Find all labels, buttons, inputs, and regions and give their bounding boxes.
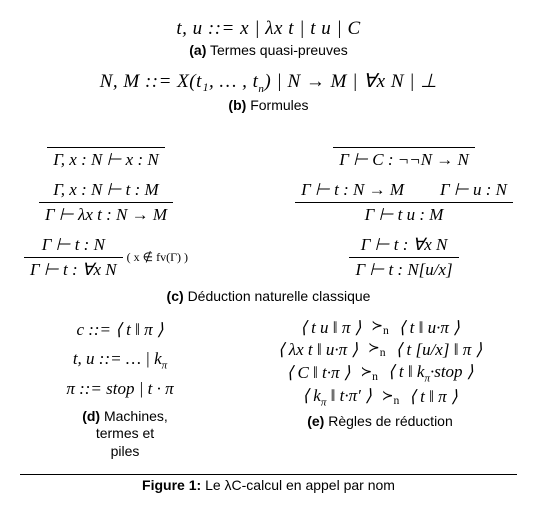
reduction-rhs: ⟨ t [u/x] ‖ π ⟩ [396, 340, 483, 360]
figure-rule-line [20, 474, 517, 475]
caption-a-text: Termes quasi-preuves [210, 42, 348, 58]
reduction-op: ≻n [358, 364, 380, 383]
machine-line-1: c ::= ⟨ t ‖ π ⟩ [20, 316, 220, 345]
caption-b: (b) Formules [20, 97, 517, 113]
reduction-op: ≻n [369, 318, 391, 337]
rules-left-col: Γ, x : N ⊢ x : N Γ, x : N ⊢ t : M Γ ⊢ λx… [24, 125, 188, 280]
reduction-lhs: ⟨ t u ‖ π ⟩ [300, 318, 361, 338]
rule-lambda: Γ, x : N ⊢ t : M Γ ⊢ λx t : N → M [39, 180, 173, 225]
side-cond: ( x ∉ fv(Γ) ) [127, 250, 188, 265]
figure-caption: Figure 1: Le λC-calcul en appel par nom [20, 477, 517, 497]
caption-e: (e) Règles de réduction [240, 413, 520, 431]
label-a: (a) [189, 42, 206, 58]
reductions-col: ⟨ t u ‖ π ⟩≻n⟨ t ‖ u·π ⟩⟨ λx t ‖ u·π ⟩≻n… [240, 316, 520, 430]
caption-d: (d) Machines,termes etpiles [20, 408, 230, 461]
caption-d-text: Machines,termes etpiles [96, 408, 168, 459]
reduction-op: ≻n [380, 388, 402, 407]
caption-c: (c) Déduction naturelle classique [20, 288, 517, 304]
rule-forall-intro: Γ ⊢ t : N Γ ⊢ t : ∀x N ( x ∉ fv(Γ) ) [24, 235, 188, 280]
machine-line-2: t, u ::= … | kπ [20, 345, 220, 375]
reduction-row: ⟨ C ‖ t·π ⟩ ≻n ⟨ t ‖ kπ·stop ⟩ [240, 362, 520, 384]
reduction-rhs: ⟨ t ‖ u·π ⟩ [399, 318, 460, 338]
label-e: (e) [307, 413, 324, 429]
reduction-lhs: ⟨ kπ ‖ t·π′ ⟩ [302, 386, 371, 408]
figure-panel: t, u ::= x | λx t | t u | C (a) Termes q… [0, 0, 537, 497]
reductions-block: ⟨ t u ‖ π ⟩≻n⟨ t ‖ u·π ⟩⟨ λx t ‖ u·π ⟩≻n… [240, 318, 520, 409]
machines-block: c ::= ⟨ t ‖ π ⟩ t, u ::= … | kπ π ::= st… [20, 316, 220, 404]
caption-c-text: Déduction naturelle classique [188, 288, 371, 304]
label-c: (c) [167, 288, 184, 304]
reduction-rhs: ⟨ t ‖ kπ·stop ⟩ [388, 362, 473, 384]
grammar-a: t, u ::= x | λx t | t u | C [20, 18, 517, 40]
rule-ax-var: Γ, x : N ⊢ x : N [47, 125, 164, 170]
caption-b-text: Formules [250, 97, 308, 113]
reduction-row: ⟨ λx t ‖ u·π ⟩ ≻n ⟨ t [u/x] ‖ π ⟩ [240, 340, 520, 360]
rules-block: Γ, x : N ⊢ x : N Γ, x : N ⊢ t : M Γ ⊢ λx… [24, 125, 513, 280]
bottom-row: c ::= ⟨ t ‖ π ⟩ t, u ::= … | kπ π ::= st… [20, 316, 517, 460]
rule-app: Γ ⊢ t : N → M Γ ⊢ u : N Γ ⊢ t u : M [295, 180, 513, 225]
reduction-lhs: ⟨ C ‖ t·π ⟩ [287, 363, 351, 383]
rule-forall-elim: Γ ⊢ t : ∀x N Γ ⊢ t : N[u/x] [349, 235, 458, 280]
caption-a: (a) Termes quasi-preuves [20, 42, 517, 58]
reduction-row: ⟨ kπ ‖ t·π′ ⟩ ≻n ⟨ t ‖ π ⟩ [240, 386, 520, 408]
grammar-b: N, M ::= X(t₁, … , tn) | N → M | ∀x N | … [20, 70, 517, 95]
reduction-lhs: ⟨ λx t ‖ u·π ⟩ [278, 340, 358, 360]
caption-e-text: Règles de réduction [328, 413, 453, 429]
figure-label: Figure 1: [142, 477, 201, 493]
figure-caption-text: Le λC-calcul en appel par nom [205, 477, 395, 493]
rules-right-col: Γ ⊢ C : ¬¬N → N Γ ⊢ t : N → M Γ ⊢ u : N … [295, 125, 513, 280]
machine-line-3: π ::= stop | t · π [20, 375, 220, 404]
reduction-row: ⟨ t u ‖ π ⟩ ≻n ⟨ t ‖ u·π ⟩ [240, 318, 520, 338]
label-b: (b) [228, 97, 246, 113]
rule-c-dneg: Γ ⊢ C : ¬¬N → N [333, 125, 475, 170]
machines-col: c ::= ⟨ t ‖ π ⟩ t, u ::= … | kπ π ::= st… [20, 316, 230, 460]
label-d: (d) [82, 408, 100, 424]
reduction-rhs: ⟨ t ‖ π ⟩ [409, 387, 457, 407]
reduction-op: ≻n [366, 340, 388, 359]
